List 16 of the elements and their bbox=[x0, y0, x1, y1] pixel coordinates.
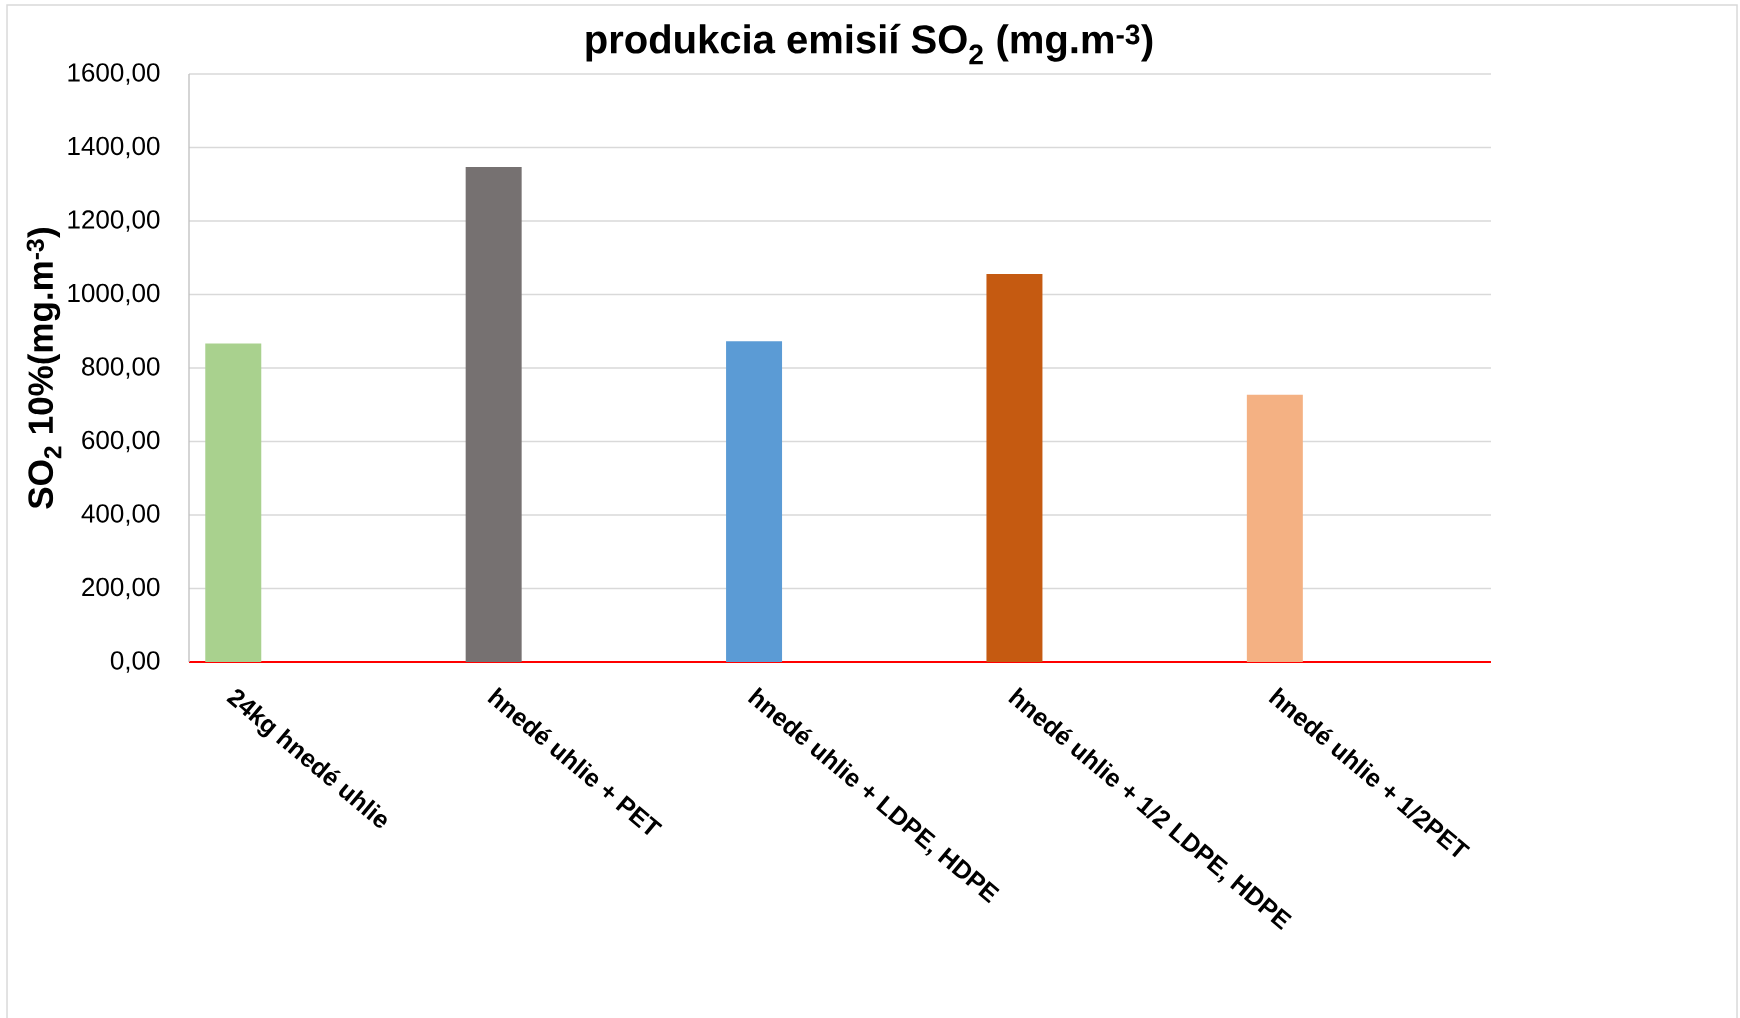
y-tick-label: 1000,00 bbox=[68, 283, 160, 306]
y-tick-label: 800,00 bbox=[82, 357, 160, 379]
y-tick-label: 400,00 bbox=[81, 504, 160, 526]
bar bbox=[1246, 394, 1303, 662]
y-tick-label: 1400,00 bbox=[68, 136, 160, 159]
y-tick-label: 1600,00 bbox=[68, 63, 160, 85]
chart-title: produkcia emisií SO$_{2}$ (mg.m$^{-3}$) bbox=[586, 23, 1153, 65]
y-tick-label: 1200,00 bbox=[68, 210, 160, 232]
y-axis-title: SO$_{2}$ 10%(mg.m$^{-3}$) bbox=[26, 228, 62, 509]
bar bbox=[465, 166, 522, 662]
bar bbox=[726, 341, 783, 662]
bar bbox=[986, 273, 1043, 662]
y-tick-label: 0,00 bbox=[110, 651, 160, 673]
y-tick-label: 600,00 bbox=[82, 430, 160, 453]
bar bbox=[205, 343, 262, 662]
y-tick-label: 200,00 bbox=[82, 577, 160, 600]
